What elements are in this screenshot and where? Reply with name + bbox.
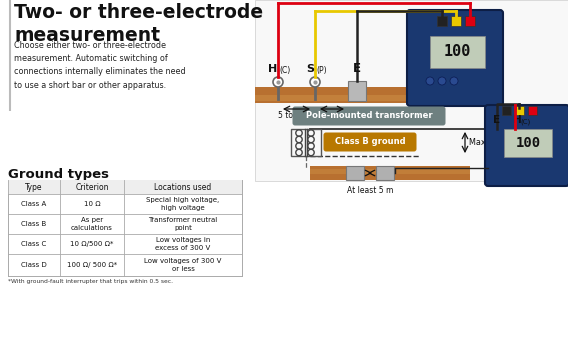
Text: *With ground-fault interrupter that trips within 0.5 sec.: *With ground-fault interrupter that trip… xyxy=(8,279,173,284)
Text: 5 to 10 m: 5 to 10 m xyxy=(318,111,354,120)
Text: Ground types: Ground types xyxy=(8,168,109,181)
Bar xyxy=(515,106,524,115)
Bar xyxy=(255,0,568,181)
Text: 5 to 10 m: 5 to 10 m xyxy=(278,111,315,120)
Text: measurement: measurement xyxy=(14,26,160,45)
Bar xyxy=(502,106,511,115)
Bar xyxy=(376,166,394,180)
Text: Class D: Class D xyxy=(21,262,47,268)
Bar xyxy=(430,36,485,68)
Text: 100: 100 xyxy=(515,136,541,150)
Text: Max. 250 V AC: Max. 250 V AC xyxy=(469,138,527,147)
Text: H: H xyxy=(513,115,522,125)
Text: (C): (C) xyxy=(520,119,531,125)
Text: 100 Ω/ 500 Ω*: 100 Ω/ 500 Ω* xyxy=(67,262,117,268)
Bar xyxy=(504,129,552,157)
Bar xyxy=(310,166,470,180)
Text: At least 5 m: At least 5 m xyxy=(347,186,393,195)
Text: S: S xyxy=(306,64,314,74)
Bar xyxy=(255,87,440,103)
Bar xyxy=(255,95,440,101)
Text: Special high voltage,
high voltage: Special high voltage, high voltage xyxy=(147,197,220,211)
Text: Low voltages in
excess of 300 V: Low voltages in excess of 300 V xyxy=(156,237,211,251)
Circle shape xyxy=(273,77,283,87)
Text: Pole-mounted transformer: Pole-mounted transformer xyxy=(306,112,432,120)
Bar xyxy=(528,106,537,115)
Circle shape xyxy=(450,77,458,85)
Text: Locations used: Locations used xyxy=(154,183,212,192)
Text: H: H xyxy=(268,64,277,74)
Text: Type: Type xyxy=(25,183,43,192)
Text: Choose either two- or three-electrode
measurement. Automatic switching of
connec: Choose either two- or three-electrode me… xyxy=(14,41,186,90)
Text: Two- or three-electrode: Two- or three-electrode xyxy=(14,3,263,22)
Text: Class C: Class C xyxy=(22,241,47,247)
Bar xyxy=(346,166,364,180)
FancyBboxPatch shape xyxy=(293,106,445,126)
Bar xyxy=(310,169,470,174)
Text: 10 Ω/500 Ω*: 10 Ω/500 Ω* xyxy=(70,241,114,247)
Text: Class A: Class A xyxy=(22,201,47,207)
FancyBboxPatch shape xyxy=(324,132,416,152)
Text: E: E xyxy=(353,62,361,75)
Bar xyxy=(291,129,321,156)
Text: As per
calculations: As per calculations xyxy=(71,217,113,231)
Text: Criterion: Criterion xyxy=(75,183,108,192)
Text: 10 Ω: 10 Ω xyxy=(83,201,101,207)
Text: Low voltages of 300 V
or less: Low voltages of 300 V or less xyxy=(144,258,222,272)
Bar xyxy=(348,81,366,101)
Bar xyxy=(437,16,447,26)
Text: 100: 100 xyxy=(444,45,471,60)
Circle shape xyxy=(426,77,434,85)
Text: (P): (P) xyxy=(316,66,327,75)
Bar xyxy=(451,16,461,26)
Bar xyxy=(8,180,242,194)
Text: Class B: Class B xyxy=(22,221,47,227)
FancyBboxPatch shape xyxy=(485,105,568,186)
Text: E: E xyxy=(494,115,500,125)
Bar xyxy=(8,180,242,276)
Circle shape xyxy=(438,77,446,85)
Bar xyxy=(465,16,475,26)
Circle shape xyxy=(310,77,320,87)
Text: (C): (C) xyxy=(279,66,290,75)
Text: Transformer neutral
point: Transformer neutral point xyxy=(148,217,218,231)
FancyBboxPatch shape xyxy=(407,10,503,106)
Text: Class B ground: Class B ground xyxy=(335,138,406,146)
